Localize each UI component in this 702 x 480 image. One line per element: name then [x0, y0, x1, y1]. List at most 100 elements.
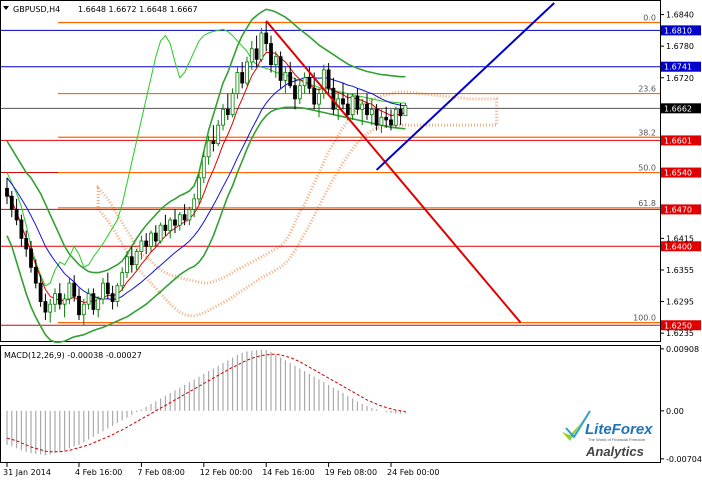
candle-body	[43, 301, 48, 313]
candle-body	[48, 303, 53, 313]
candle-body	[389, 119, 393, 126]
candle-body	[96, 298, 101, 310]
price-axis-label: 1.6720	[666, 74, 694, 83]
candle-body	[249, 48, 254, 63]
candle-body	[317, 93, 321, 105]
candle-body	[211, 140, 216, 144]
price-axis-label: 1.6235	[666, 329, 694, 338]
candle-body	[67, 282, 72, 300]
price-level-tag	[661, 25, 701, 36]
main-panel-frame	[0, 0, 661, 342]
fibonacci-ratio: 100.0	[633, 314, 656, 323]
price-axis-label: 1.6295	[666, 298, 694, 307]
candle-body	[173, 219, 177, 226]
price-axis-label: 1.6840	[666, 11, 694, 20]
price-axis-label: 1.6780	[666, 42, 694, 51]
indicator-lines	[6, 8, 406, 343]
candle-body	[192, 198, 197, 210]
candle-body	[259, 32, 264, 60]
fibonacci-ratio: 23.6	[638, 85, 656, 94]
header-info: GBPUSD,H4 1.6648 1.6672 1.6648 1.6667	[3, 5, 198, 14]
ohlc-values: 1.6648 1.6672 1.6648 1.6667	[78, 5, 198, 14]
candle-body	[360, 103, 365, 110]
price-level-tag	[661, 135, 701, 146]
candle-body	[163, 224, 168, 231]
cloud-band	[96, 90, 499, 318]
candle-body	[168, 219, 173, 231]
candle-body	[53, 293, 57, 305]
macd-indicator: 0.00908 0.00 -0.00704	[6, 345, 702, 464]
candle-body	[19, 219, 24, 239]
ichimoku-cloud	[96, 90, 499, 318]
time-axis-label: 31 Jan 2014	[3, 468, 51, 477]
candle-body	[139, 240, 144, 252]
candle-body	[240, 72, 245, 84]
price-level-label: 1.6741	[664, 63, 692, 72]
macd-axis-label: -0.00704	[666, 455, 702, 464]
red-trendline	[265, 20, 522, 324]
candle-body	[158, 224, 163, 242]
candle-body	[206, 140, 211, 158]
candle-body	[216, 124, 221, 144]
candle-body	[120, 272, 125, 287]
candle-body	[398, 108, 403, 117]
candle-body	[201, 156, 206, 179]
price-level-tag	[661, 320, 701, 331]
candle-body	[230, 93, 235, 116]
time-axis-label: 24 Feb 00:00	[387, 468, 439, 477]
candle-body	[278, 56, 283, 81]
candle-body	[221, 108, 225, 126]
logo-sub: Analytics	[585, 444, 644, 459]
candle-body	[341, 98, 345, 105]
time-axis-label: 19 Feb 08:00	[325, 468, 377, 477]
time-axis-label: 7 Feb 08:00	[137, 468, 184, 477]
candle-body	[379, 116, 384, 126]
candle-body	[264, 32, 269, 44]
candle-body	[57, 293, 62, 305]
blue-moving-average-line	[6, 76, 406, 301]
candle-body	[24, 237, 29, 250]
candle-body	[307, 77, 312, 89]
candle-body	[153, 232, 158, 242]
candle-body	[105, 282, 110, 295]
candle-body	[312, 87, 317, 105]
price-level-label: 1.6662	[664, 104, 692, 113]
candle-body	[225, 108, 230, 116]
price-level-tag	[661, 241, 701, 252]
candle-body	[101, 282, 105, 300]
time-axis-label: 4 Feb 16:00	[75, 468, 122, 477]
candle-body	[110, 293, 115, 302]
candle-body	[134, 251, 139, 266]
red-moving-average-line	[6, 52, 406, 304]
candle-body	[273, 56, 278, 66]
macd-axis-label: 0.00	[666, 407, 684, 416]
candle-body	[403, 105, 408, 117]
candle-body	[187, 209, 192, 221]
symbol-label: GBPUSD,H4	[13, 5, 60, 14]
candle-body	[269, 43, 273, 66]
price-axis-label: 1.6355	[666, 266, 694, 275]
candle-body	[91, 293, 96, 310]
logo-tagline: The World of Financial Freedom	[588, 437, 646, 442]
candle-body	[125, 256, 129, 274]
candle-body	[5, 187, 9, 197]
price-level-label: 1.6250	[664, 321, 692, 330]
candlesticks	[5, 20, 408, 326]
price-level-label: 1.6540	[664, 169, 692, 178]
candle-body	[369, 108, 374, 116]
candle-body	[374, 108, 379, 126]
time-axis-label: 14 Feb 16:00	[262, 468, 314, 477]
time-axis: 31 Jan 2014 4 Feb 16:00 7 Feb 08:00 12 Feb …	[3, 463, 439, 477]
candle-body	[29, 248, 33, 268]
macd-axis-label: 0.00908	[666, 345, 699, 354]
candle-body	[81, 303, 86, 316]
candle-body	[182, 214, 187, 221]
candle-body	[321, 69, 326, 94]
dropdown-arrow-icon[interactable]	[3, 6, 9, 10]
liteforex-check-accent-icon	[565, 410, 591, 439]
candle-body	[365, 103, 369, 116]
fibonacci-ratio: 38.2	[638, 128, 656, 137]
fibonacci-levels: 0.0 23.6 38.2 50.0 61.8 100.0	[58, 13, 660, 324]
candle-body	[129, 256, 134, 266]
fibonacci-ratio: 0.0	[643, 13, 656, 22]
